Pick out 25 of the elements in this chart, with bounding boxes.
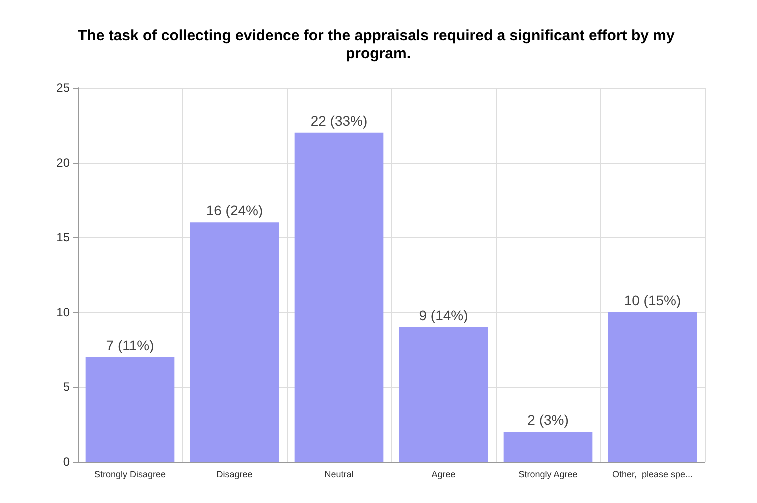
x-tick-label: Disagree bbox=[216, 470, 253, 480]
bar bbox=[399, 327, 488, 462]
x-tick-label: Strongly Agree bbox=[518, 470, 578, 480]
bar bbox=[294, 132, 384, 462]
x-tick-label: Strongly Disagree bbox=[94, 470, 166, 480]
y-tick-label: 20 bbox=[56, 156, 70, 170]
data-label: 16 (24%) bbox=[206, 202, 264, 219]
x-tick-label: Agree bbox=[432, 470, 456, 480]
y-tick-label: 15 bbox=[56, 230, 70, 245]
data-label: 22 (33%) bbox=[310, 112, 368, 129]
chart-title: The task of collecting evidence for the appraisals required a significant effort by my program. bbox=[78, 28, 679, 62]
y-tick-label: 0 bbox=[63, 455, 70, 469]
x-tick-label: Neutral bbox=[324, 470, 354, 480]
bar bbox=[608, 312, 698, 462]
data-label: 9 (14%) bbox=[419, 307, 468, 324]
bar bbox=[86, 357, 175, 462]
bar bbox=[504, 432, 593, 462]
data-label: 10 (15%) bbox=[624, 292, 682, 308]
x-tick-label: Other, please spe... bbox=[612, 470, 694, 480]
y-tick-label: 25 bbox=[56, 81, 70, 95]
data-label: 2 (3%) bbox=[528, 412, 569, 428]
data-label: 7 (11%) bbox=[106, 337, 154, 354]
bar bbox=[190, 222, 280, 462]
y-tick-label: 5 bbox=[63, 380, 70, 394]
y-tick-label: 10 bbox=[56, 305, 70, 320]
